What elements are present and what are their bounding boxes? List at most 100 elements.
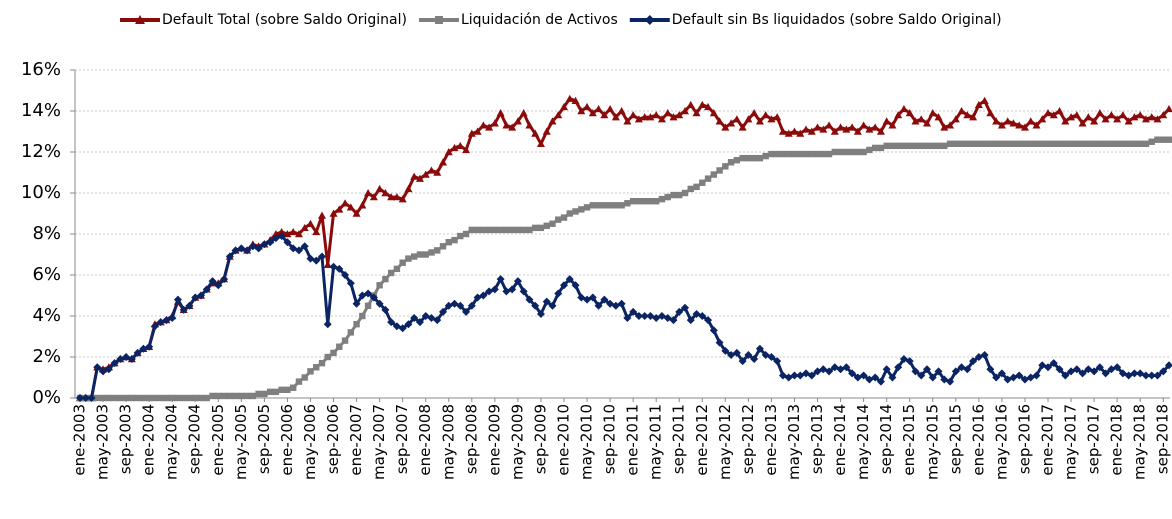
marker bbox=[490, 285, 499, 294]
marker bbox=[87, 394, 96, 402]
marker bbox=[474, 226, 481, 234]
marker bbox=[277, 232, 286, 241]
marker bbox=[876, 127, 885, 135]
marker bbox=[899, 104, 908, 113]
x-tick-label: sep-2003 bbox=[117, 404, 135, 474]
series-line bbox=[80, 234, 1171, 400]
marker bbox=[1044, 363, 1052, 372]
marker bbox=[941, 142, 948, 150]
marker bbox=[595, 202, 602, 209]
marker bbox=[601, 202, 608, 209]
marker bbox=[197, 394, 205, 402]
marker bbox=[681, 189, 689, 197]
marker bbox=[1078, 119, 1087, 127]
marker bbox=[923, 142, 931, 150]
marker bbox=[1141, 115, 1150, 123]
marker bbox=[617, 107, 626, 115]
marker bbox=[398, 195, 407, 203]
marker bbox=[606, 202, 614, 209]
marker bbox=[225, 252, 234, 261]
marker bbox=[669, 316, 678, 325]
marker bbox=[163, 394, 170, 402]
marker bbox=[1044, 109, 1052, 117]
marker bbox=[369, 193, 378, 201]
marker bbox=[117, 394, 124, 402]
marker bbox=[81, 394, 90, 402]
marker bbox=[439, 243, 447, 250]
marker bbox=[416, 251, 424, 258]
marker bbox=[1084, 113, 1093, 121]
marker bbox=[508, 123, 517, 131]
marker bbox=[289, 384, 297, 391]
marker bbox=[980, 350, 989, 359]
marker bbox=[1050, 140, 1057, 147]
marker bbox=[882, 365, 891, 374]
marker bbox=[1160, 136, 1167, 143]
marker bbox=[854, 148, 862, 156]
marker bbox=[439, 307, 447, 316]
marker bbox=[1033, 140, 1040, 147]
marker bbox=[168, 394, 176, 402]
marker bbox=[502, 121, 511, 129]
marker bbox=[1056, 140, 1063, 147]
marker bbox=[375, 184, 384, 193]
marker bbox=[508, 285, 517, 294]
marker bbox=[202, 285, 211, 294]
marker bbox=[664, 193, 671, 201]
marker bbox=[508, 226, 516, 234]
marker bbox=[1113, 140, 1121, 147]
marker bbox=[888, 121, 897, 129]
marker bbox=[750, 355, 759, 364]
marker bbox=[704, 316, 713, 325]
marker bbox=[698, 312, 707, 320]
marker bbox=[479, 291, 488, 300]
marker bbox=[981, 140, 988, 147]
marker bbox=[825, 121, 834, 129]
marker bbox=[640, 312, 649, 320]
marker bbox=[548, 301, 557, 310]
marker bbox=[519, 287, 528, 296]
marker bbox=[1130, 369, 1139, 378]
marker bbox=[410, 172, 419, 180]
marker bbox=[503, 226, 510, 234]
marker bbox=[986, 365, 995, 374]
marker bbox=[1101, 369, 1110, 378]
marker bbox=[796, 129, 805, 137]
marker bbox=[1067, 140, 1075, 147]
marker bbox=[536, 309, 545, 318]
marker bbox=[1003, 117, 1012, 125]
marker bbox=[969, 113, 978, 121]
marker bbox=[353, 321, 360, 328]
marker bbox=[294, 230, 303, 238]
marker bbox=[1032, 371, 1041, 380]
marker bbox=[663, 109, 672, 117]
marker bbox=[1090, 367, 1099, 376]
marker bbox=[306, 219, 315, 227]
x-tick-label: ene-2009 bbox=[485, 404, 503, 476]
y-tick-label: 12% bbox=[21, 141, 61, 162]
x-tick-label: sep-2005 bbox=[255, 404, 273, 474]
x-tick-label: sep-2014 bbox=[877, 404, 895, 474]
marker bbox=[577, 107, 586, 115]
marker bbox=[1107, 111, 1116, 119]
marker bbox=[537, 224, 545, 232]
marker bbox=[294, 246, 303, 255]
marker bbox=[727, 159, 735, 166]
marker bbox=[900, 142, 908, 150]
marker bbox=[1148, 138, 1155, 145]
marker bbox=[565, 94, 574, 102]
marker bbox=[105, 394, 113, 402]
marker bbox=[669, 113, 678, 121]
marker bbox=[1015, 121, 1024, 129]
marker bbox=[531, 129, 540, 137]
marker bbox=[739, 154, 746, 162]
marker bbox=[226, 392, 234, 400]
marker bbox=[952, 140, 960, 147]
marker bbox=[727, 119, 736, 127]
marker bbox=[963, 111, 972, 119]
marker bbox=[871, 123, 880, 131]
marker bbox=[675, 111, 684, 119]
marker bbox=[364, 189, 373, 197]
marker bbox=[629, 198, 637, 205]
